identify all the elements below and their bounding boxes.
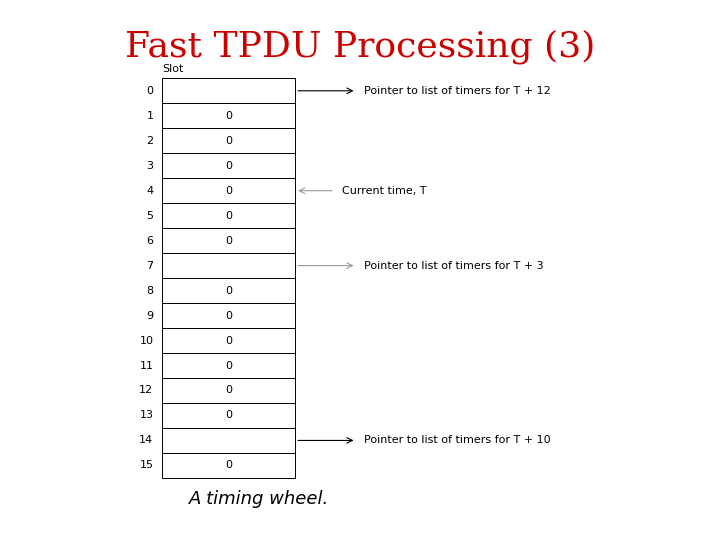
Text: 9: 9 [146,310,153,321]
Bar [162,278,295,303]
Text: Pointer to list of timers for T + 3: Pointer to list of timers for T + 3 [364,261,543,271]
Text: 6: 6 [146,235,153,246]
Text: Pointer to list of timers for T + 10: Pointer to list of timers for T + 10 [364,435,550,445]
Bar [162,128,295,153]
Bar [162,303,295,328]
Bar [162,428,295,453]
Text: 0: 0 [225,235,232,246]
Text: 0: 0 [225,111,232,121]
Text: 0: 0 [146,86,153,96]
Bar [162,378,295,403]
Text: 0: 0 [225,161,232,171]
Text: Fast TPDU Processing (3): Fast TPDU Processing (3) [125,30,595,64]
Text: A timing wheel.: A timing wheel. [189,490,329,508]
Text: 12: 12 [139,386,153,395]
Text: 4: 4 [146,186,153,195]
Text: 0: 0 [225,361,232,370]
Text: 3: 3 [146,161,153,171]
Bar [162,453,295,478]
Text: 15: 15 [140,461,153,470]
Text: 0: 0 [225,386,232,395]
Text: 8: 8 [146,286,153,295]
Text: 14: 14 [139,435,153,445]
Bar [162,78,295,103]
Text: 5: 5 [146,211,153,221]
Bar [162,103,295,128]
Text: 0: 0 [225,410,232,421]
Text: 0: 0 [225,461,232,470]
Text: Slot: Slot [162,64,184,74]
Text: 0: 0 [225,136,232,146]
Bar [162,178,295,203]
Bar [162,353,295,378]
Text: 0: 0 [225,186,232,195]
Bar [162,328,295,353]
Text: 0: 0 [225,335,232,346]
Bar [162,228,295,253]
Text: 10: 10 [140,335,153,346]
Text: 0: 0 [225,310,232,321]
Text: Current time, T: Current time, T [342,186,426,195]
Text: 0: 0 [225,211,232,221]
Text: 2: 2 [146,136,153,146]
Text: 11: 11 [140,361,153,370]
Text: 7: 7 [146,261,153,271]
Bar [162,153,295,178]
Text: 1: 1 [146,111,153,121]
Bar [162,403,295,428]
Text: 13: 13 [140,410,153,421]
Bar [162,203,295,228]
Bar [162,253,295,278]
Text: Pointer to list of timers for T + 12: Pointer to list of timers for T + 12 [364,86,550,96]
Text: 0: 0 [225,286,232,295]
